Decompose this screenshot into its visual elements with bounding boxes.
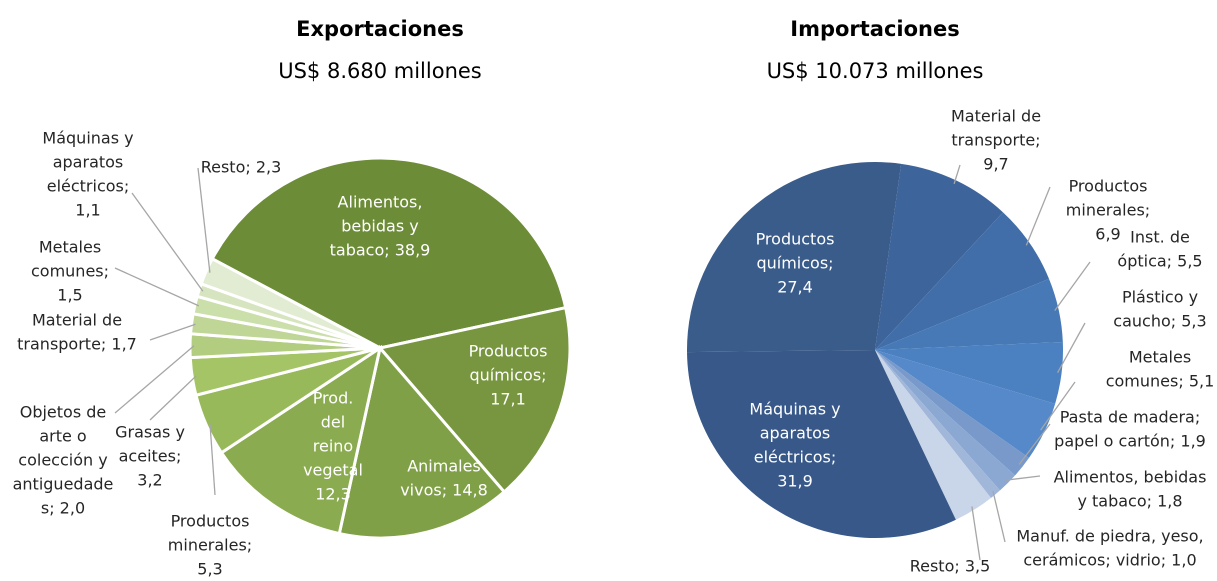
data-label: Metales <box>39 238 101 257</box>
leader-line <box>1004 475 1041 481</box>
pie-slice <box>875 350 1001 498</box>
data-label: 9,7 <box>983 155 1008 174</box>
data-label: Grasas y <box>115 423 185 442</box>
pie-slice <box>875 350 991 520</box>
leader-line <box>114 267 200 307</box>
leader-line <box>149 323 196 341</box>
leader-line <box>1057 322 1086 374</box>
data-label: Objetos de <box>20 403 107 422</box>
data-label: bebidas y <box>341 217 418 236</box>
leader-line <box>209 423 216 496</box>
leader-line <box>953 164 961 185</box>
data-label: reino <box>313 437 353 456</box>
data-label: 5,3 <box>197 560 222 579</box>
data-label: Máquinas y <box>749 400 840 419</box>
leader-line <box>1040 381 1076 431</box>
data-label: Máquinas y <box>42 129 133 148</box>
chart-subtitle: US$ 10.073 millones <box>767 59 984 83</box>
leader-line <box>114 345 195 414</box>
pie-slice <box>875 278 1063 350</box>
leader-line <box>971 506 981 561</box>
pie-slice <box>875 163 1004 350</box>
data-label: Alimentos, <box>338 193 423 212</box>
pie-slice <box>875 350 1056 458</box>
chart-title: Importaciones <box>790 17 960 41</box>
data-label: 12,3 <box>315 485 351 504</box>
pie-slice <box>875 350 1016 491</box>
pie-slice <box>337 344 507 540</box>
data-label: 1,5 <box>57 286 82 305</box>
data-label: aparatos <box>760 424 831 443</box>
pie-slice <box>687 162 902 353</box>
data-label: eléctricos; <box>47 177 130 196</box>
pie-slice <box>377 305 572 494</box>
data-label: Animales <box>407 457 481 476</box>
data-label: Material de <box>32 311 122 330</box>
data-label: Productos <box>1069 177 1148 196</box>
leader-line <box>131 192 204 292</box>
leader-line <box>197 167 211 273</box>
data-label: químicos; <box>469 366 546 385</box>
data-label: cerámicos; vidrio; 1,0 <box>1023 551 1196 570</box>
data-label: minerales; <box>1066 201 1150 220</box>
pie-slice <box>219 344 383 536</box>
data-label: 6,9 <box>1095 225 1120 244</box>
data-label: vivos; 14,8 <box>400 481 488 500</box>
leader-line <box>1025 186 1051 246</box>
data-label: Metales <box>1129 348 1191 367</box>
data-label: tabaco; 38,9 <box>330 241 431 260</box>
data-label: Alimentos, bebidas <box>1054 468 1207 487</box>
pie-slice <box>875 212 1050 350</box>
data-label: papel o cartón; 1,9 <box>1054 432 1206 451</box>
data-label: Productos <box>171 512 250 531</box>
data-label: s; 2,0 <box>41 499 85 518</box>
data-label: 31,9 <box>777 472 813 491</box>
data-label: Plástico y <box>1122 288 1198 307</box>
data-label: del <box>321 413 345 432</box>
data-label: Inst. de <box>1130 228 1190 247</box>
data-label: Resto; 2,3 <box>201 158 282 177</box>
pie-slice <box>199 256 381 350</box>
data-label: Manuf. de piedra, yeso, <box>1016 527 1203 546</box>
data-label: 3,2 <box>137 471 162 490</box>
data-label: transporte; <box>951 131 1040 150</box>
chart-title: Exportaciones <box>296 17 464 41</box>
data-label: comunes; <box>31 262 109 281</box>
data-label: químicos; <box>756 254 833 273</box>
data-label: colección y <box>18 451 107 470</box>
data-label: Pasta de madera; <box>1060 408 1200 427</box>
pie-slice <box>875 350 1030 476</box>
leader-line <box>1054 261 1091 312</box>
data-label: y tabaco; 1,8 <box>1077 492 1182 511</box>
data-label: vegetal <box>303 461 363 480</box>
data-label: eléctricos; <box>754 448 837 467</box>
data-label: 1,1 <box>75 201 100 220</box>
data-label: aparatos <box>53 153 124 172</box>
pie-slice <box>875 341 1064 404</box>
data-label: Prod. <box>313 389 354 408</box>
pie-slice <box>687 350 956 538</box>
data-label: arte o <box>39 427 86 446</box>
data-label: óptica; 5,5 <box>1117 252 1202 271</box>
data-label: Productos <box>756 230 835 249</box>
data-label: minerales; <box>168 536 252 555</box>
chart-subtitle: US$ 8.680 millones <box>278 59 482 83</box>
leader-line <box>149 375 197 421</box>
leader-line <box>992 491 1006 543</box>
data-label: Productos <box>469 342 548 361</box>
pie-slice <box>210 156 568 350</box>
data-label: caucho; 5,3 <box>1113 312 1206 331</box>
data-label: transporte; 1,7 <box>17 335 137 354</box>
data-label: 17,1 <box>490 390 526 409</box>
data-label: antiguedade <box>13 475 114 494</box>
data-label: 27,4 <box>777 278 813 297</box>
leader-line <box>1018 423 1051 465</box>
data-label: comunes; 5,1 <box>1106 372 1215 391</box>
data-label: aceites; <box>119 447 182 466</box>
data-label: Resto; 3,5 <box>910 557 991 576</box>
data-label: Material de <box>951 107 1041 126</box>
